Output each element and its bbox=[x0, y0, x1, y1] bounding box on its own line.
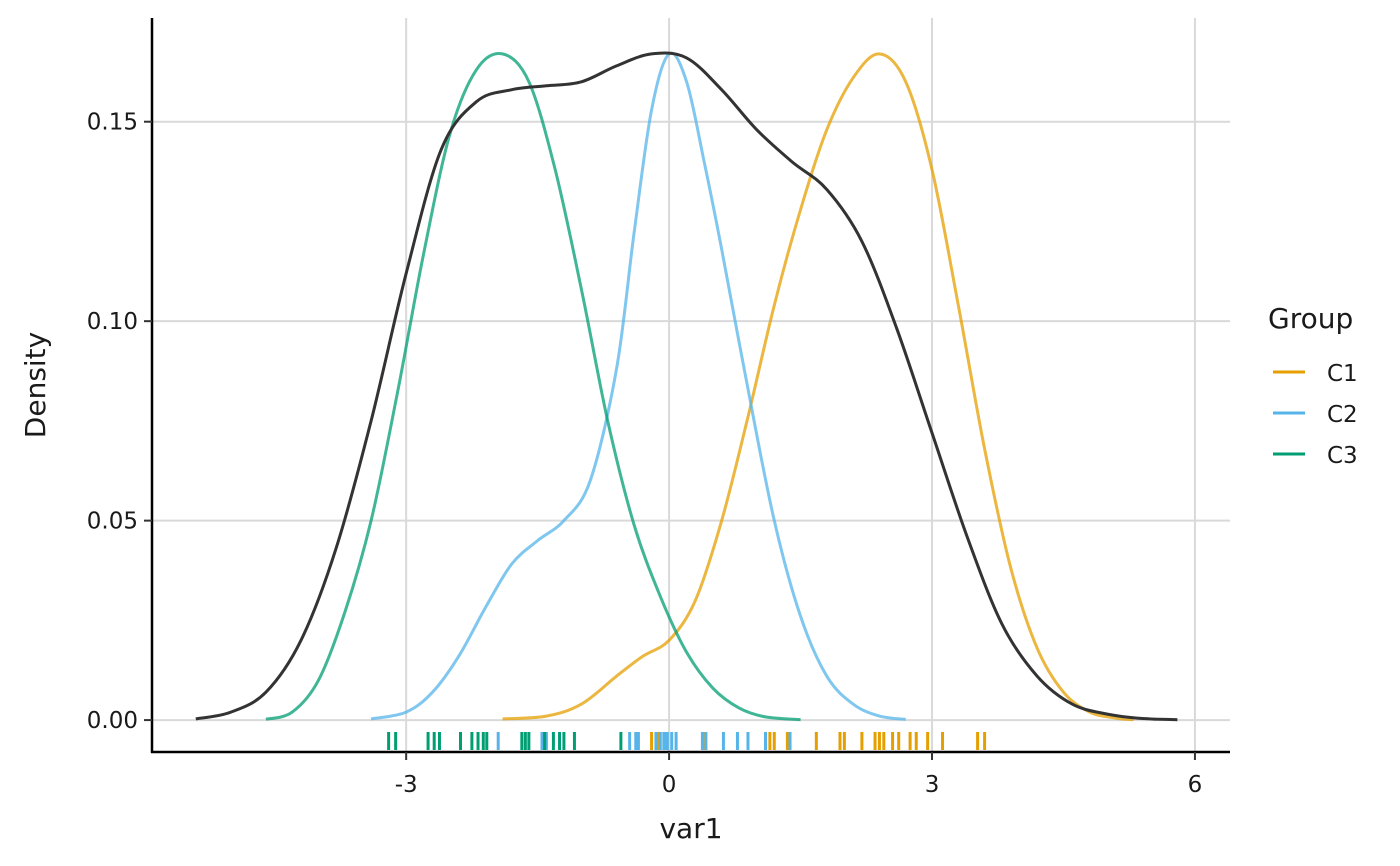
density-curve-c1 bbox=[502, 52, 1134, 722]
axes: -3 0 3 6 0.00 0.05 0.10 0.15 bbox=[87, 18, 1230, 798]
y-tick-label: 0.05 bbox=[87, 509, 138, 535]
y-tick-label: 0.10 bbox=[87, 309, 138, 335]
x-tick-label: 0 bbox=[662, 772, 677, 798]
legend-title: Group bbox=[1268, 302, 1353, 335]
legend-label-c3: C3 bbox=[1327, 443, 1358, 469]
x-tick-label: -3 bbox=[395, 772, 418, 798]
density-curves bbox=[195, 51, 1178, 722]
x-tick-label: 3 bbox=[925, 772, 940, 798]
y-tick-label: 0.00 bbox=[87, 708, 138, 734]
rug-marks bbox=[387, 732, 987, 750]
grid-lines bbox=[152, 18, 1230, 752]
density-curve-c3 bbox=[265, 51, 801, 722]
density-curve-overall bbox=[195, 51, 1178, 722]
legend-label-c2: C2 bbox=[1327, 402, 1358, 428]
density-curve-c2 bbox=[370, 51, 906, 721]
legend-label-c1: C1 bbox=[1327, 361, 1358, 387]
y-tick-label: 0.15 bbox=[87, 110, 138, 136]
x-tick-label: 6 bbox=[1188, 772, 1203, 798]
legend: Group C1 C2 C3 bbox=[1268, 302, 1358, 469]
y-axis-title: Density bbox=[19, 332, 52, 438]
x-axis-title: var1 bbox=[659, 812, 722, 845]
